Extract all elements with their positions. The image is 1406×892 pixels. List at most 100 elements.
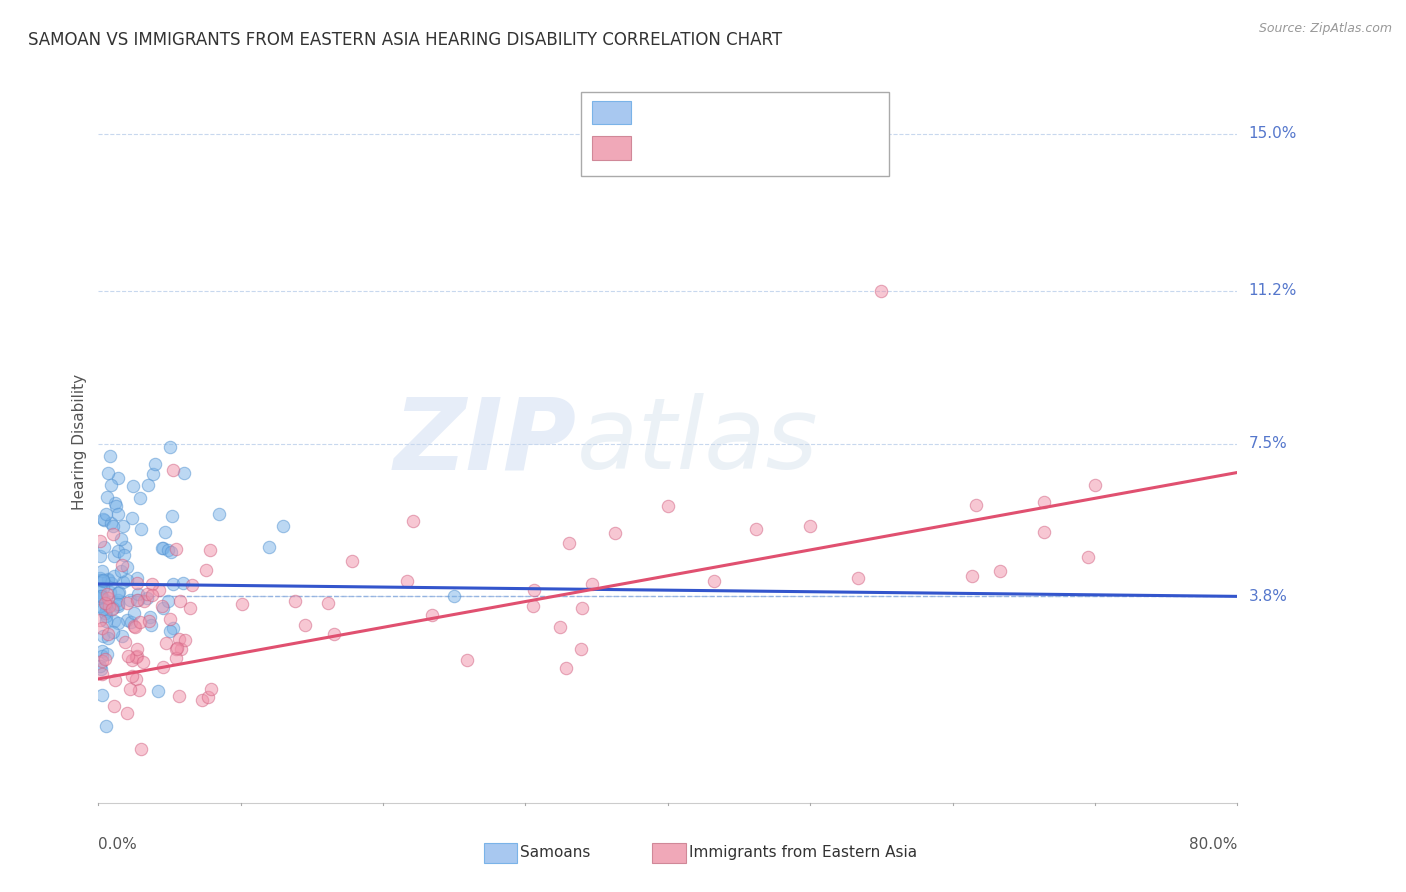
Point: [91, 629, 114, 643]
Point: [173, 466, 195, 480]
Point: [89, 659, 111, 673]
Point: [90, 666, 112, 681]
Point: [273, 519, 295, 533]
Point: [169, 642, 191, 657]
Point: [107, 544, 129, 558]
Text: 15.0%: 15.0%: [1249, 127, 1296, 142]
Point: [173, 633, 195, 648]
Point: [162, 621, 184, 635]
Point: [136, 587, 159, 601]
Point: [550, 620, 572, 634]
Point: [90, 589, 112, 603]
Point: [89, 571, 111, 585]
Point: [107, 584, 129, 599]
Point: [107, 586, 129, 600]
Point: [93, 513, 115, 527]
Point: [89, 591, 111, 605]
Point: [110, 629, 132, 643]
Point: [91, 581, 114, 595]
Point: [103, 549, 125, 563]
Point: [136, 478, 159, 492]
Point: [141, 577, 163, 591]
Point: [402, 514, 425, 528]
Point: [115, 613, 138, 627]
Point: [93, 540, 115, 554]
Point: [121, 669, 143, 683]
Point: [120, 593, 142, 607]
Point: [179, 601, 201, 615]
Point: [195, 563, 218, 577]
Point: [121, 511, 143, 525]
Point: [91, 573, 114, 587]
Text: atlas: atlas: [576, 393, 818, 490]
Y-axis label: Hearing Disability: Hearing Disability: [72, 374, 87, 509]
Point: [101, 601, 124, 615]
Point: [94, 607, 117, 621]
Text: Immigrants from Eastern Asia: Immigrants from Eastern Asia: [689, 846, 917, 860]
Point: [555, 661, 578, 675]
Point: [91, 574, 114, 589]
Point: [169, 632, 191, 647]
Text: -0.016: -0.016: [672, 104, 727, 119]
Point: [101, 526, 124, 541]
Point: [148, 582, 170, 597]
Point: [117, 595, 139, 609]
Point: [125, 642, 148, 657]
Point: [198, 543, 221, 558]
Point: [101, 519, 124, 533]
Point: [190, 693, 212, 707]
Point: [100, 585, 122, 599]
Point: [103, 699, 125, 714]
Point: [166, 641, 188, 656]
Point: [120, 615, 142, 629]
Point: [98, 599, 121, 613]
Point: [162, 463, 184, 477]
Text: 11.2%: 11.2%: [1249, 284, 1296, 298]
Text: SAMOAN VS IMMIGRANTS FROM EASTERN ASIA HEARING DISABILITY CORRELATION CHART: SAMOAN VS IMMIGRANTS FROM EASTERN ASIA H…: [28, 31, 782, 49]
Point: [142, 467, 165, 482]
Point: [117, 649, 139, 664]
Point: [657, 499, 679, 513]
Point: [97, 573, 120, 587]
Point: [569, 642, 592, 657]
Point: [89, 549, 111, 563]
Point: [91, 648, 114, 663]
Text: 7.5%: 7.5%: [1249, 436, 1286, 451]
Point: [259, 540, 281, 554]
Point: [104, 499, 127, 513]
Point: [90, 662, 112, 676]
Point: [456, 653, 478, 667]
Point: [112, 574, 135, 589]
Point: [141, 617, 163, 632]
Point: [94, 507, 117, 521]
Point: [134, 594, 156, 608]
Point: [90, 590, 112, 604]
Point: [100, 576, 122, 591]
Point: [115, 573, 138, 587]
Point: [89, 573, 111, 587]
Point: [101, 601, 124, 615]
Point: [91, 512, 114, 526]
Point: [988, 564, 1011, 578]
Point: [122, 606, 145, 620]
Point: [129, 491, 152, 506]
Point: [799, 519, 821, 533]
Point: [96, 647, 118, 661]
Point: [1077, 550, 1099, 565]
Point: [94, 600, 117, 615]
Point: [107, 507, 129, 521]
Text: 0.430: 0.430: [672, 140, 725, 154]
Text: Source: ZipAtlas.com: Source: ZipAtlas.com: [1258, 22, 1392, 36]
Point: [396, 574, 419, 589]
Point: [294, 617, 316, 632]
Point: [197, 690, 219, 704]
Point: [120, 682, 142, 697]
Point: [127, 649, 149, 664]
Point: [145, 457, 167, 471]
Point: [91, 591, 114, 606]
Text: N = 94: N = 94: [738, 140, 796, 154]
Point: [125, 592, 148, 607]
Point: [159, 440, 181, 454]
Point: [129, 742, 152, 756]
Point: [114, 635, 136, 649]
